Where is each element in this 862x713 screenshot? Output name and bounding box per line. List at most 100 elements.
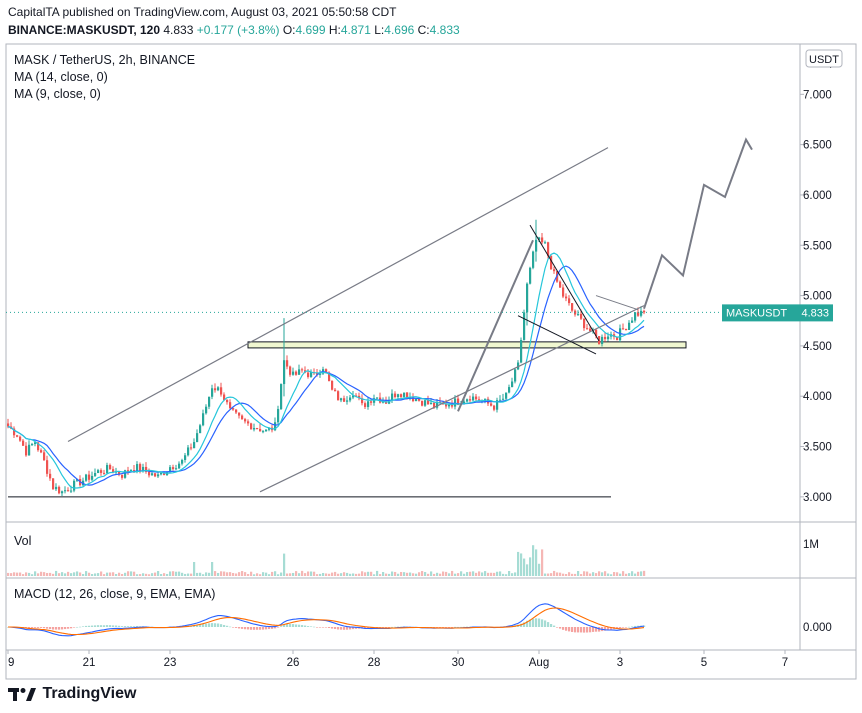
candle-body [502, 398, 505, 400]
volume-bar [109, 572, 112, 576]
volume-bar [352, 573, 355, 576]
volume-bar [556, 572, 559, 576]
volume-bar [160, 574, 163, 576]
time-axis-label: 28 [368, 657, 381, 669]
volume-bar [37, 573, 40, 576]
candle-body [214, 388, 217, 391]
time-axis-label: 3 [617, 657, 623, 669]
macd-histogram-bar [643, 625, 646, 627]
macd-histogram-bar [322, 627, 325, 628]
candle-body [25, 445, 28, 456]
volume-bar [148, 574, 151, 576]
volume-bar [367, 571, 370, 576]
candle-body [352, 395, 355, 398]
currency-badge[interactable] [805, 49, 843, 68]
price-tag-value: 4.833 [801, 307, 829, 319]
volume-bar [199, 572, 202, 576]
volume-bar [163, 573, 166, 576]
volume-bar [640, 571, 643, 576]
tradingview-brand: TradingView [42, 685, 137, 702]
volume-bar [409, 572, 412, 576]
volume-bar [7, 572, 10, 576]
volume-bar [328, 573, 331, 576]
candle-body [70, 490, 73, 492]
tradingview-footer[interactable]: TradingView [8, 685, 136, 703]
macd-histogram-bar [532, 618, 535, 627]
chart-frame [5, 43, 857, 680]
candle-body [604, 336, 607, 340]
candle-body [295, 371, 298, 375]
candle-body [112, 469, 115, 473]
macd-histogram-bar [580, 627, 583, 633]
volume-bar [448, 573, 451, 576]
volume-bar [316, 574, 319, 576]
volume-bar [382, 571, 385, 576]
volume-bar [268, 574, 271, 576]
candle-body [181, 459, 184, 464]
macd-histogram-bar [196, 624, 199, 627]
candle-body [241, 415, 244, 420]
macd-histogram-bar [34, 627, 37, 628]
time-axis-label: 26 [287, 657, 300, 669]
macd-histogram-bar [271, 627, 274, 629]
volume-bar [106, 572, 109, 576]
ma14-line [7, 265, 645, 486]
candle-body [427, 400, 430, 405]
macd-histogram-bar [79, 626, 82, 628]
volume-bar [463, 573, 466, 576]
volume-bar [631, 571, 634, 576]
candle-body [202, 413, 205, 426]
candle-body [286, 360, 289, 367]
volume-bar [19, 572, 22, 576]
volume-bar [451, 570, 454, 576]
candle-body [172, 467, 175, 470]
ma9-line [7, 252, 645, 489]
candle-body [436, 401, 439, 408]
macd-axis-label: 0.000 [803, 622, 832, 634]
c-value: 4.833 [429, 23, 460, 37]
candle-body [109, 465, 112, 470]
macd-histogram-bar [352, 627, 355, 630]
candle-body [637, 312, 640, 316]
macd-histogram-bar [556, 627, 559, 628]
volume-bar [475, 572, 478, 576]
price-axis-label: 6.500 [803, 140, 832, 152]
volume-bar [61, 572, 64, 576]
volume-bar [256, 573, 259, 576]
macd-histogram-bar [208, 623, 211, 627]
volume-bar [226, 572, 229, 576]
volume-bar [100, 571, 103, 576]
candle-body [622, 328, 625, 330]
volume-bar [52, 573, 55, 576]
candle-body [46, 460, 49, 474]
volume-bar [193, 562, 196, 576]
candle-body [403, 392, 406, 397]
candle-body [277, 409, 280, 423]
candle-body [454, 398, 457, 407]
macd-histogram-bar [199, 624, 202, 627]
volume-bar [25, 572, 28, 576]
macd-histogram-bar [226, 625, 229, 627]
macd-histogram-bar [307, 626, 310, 627]
volume-bar [211, 562, 214, 576]
ma14-legend: MA (14, close, 0) [14, 70, 108, 84]
macd-histogram-bar [76, 626, 79, 628]
candle-body [226, 399, 229, 403]
macd-histogram-bar [214, 623, 217, 627]
volume-bar [469, 571, 472, 576]
candle-body [529, 267, 532, 284]
candle-body [265, 429, 268, 432]
volume-bar [625, 573, 628, 576]
candle-body [88, 474, 91, 480]
candle-body [121, 474, 124, 478]
macd-histogram-bar [559, 627, 562, 629]
c-label: C: [417, 23, 430, 37]
macd-histogram-bar [379, 627, 382, 628]
macd-histogram-bar [541, 619, 544, 627]
candle-body [175, 468, 178, 470]
candle-body [412, 397, 415, 402]
volume-bar [274, 571, 277, 576]
volume-bar [322, 572, 325, 576]
volume-bar [151, 573, 154, 576]
